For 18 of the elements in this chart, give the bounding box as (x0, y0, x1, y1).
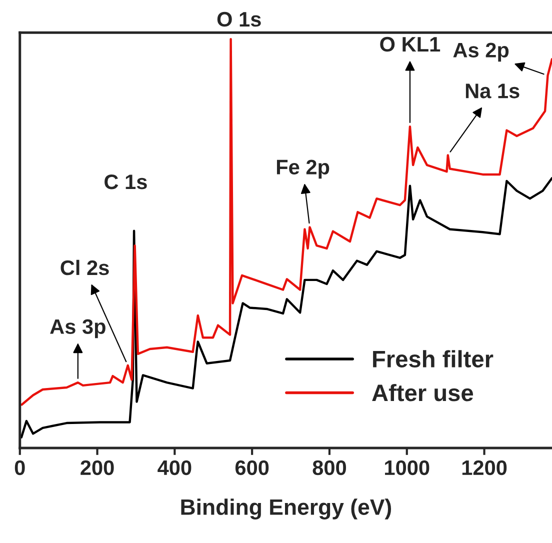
x-tick-label: 400 (158, 460, 192, 476)
annotation: O 1s (217, 12, 261, 27)
annotation: Fe 2p (276, 160, 330, 179)
x-axis-title: Binding Energy (eV) (181, 498, 392, 520)
annotation: As 3p (50, 319, 106, 338)
annotation: Cl 2s (60, 260, 109, 276)
annotation: O KL1 (380, 36, 440, 52)
x-tick-label: 800 (312, 460, 346, 476)
annotation: As 2p (453, 42, 509, 62)
x-tick-label: 1000 (385, 460, 430, 476)
x-tick-label: 200 (80, 460, 114, 476)
x-tick-label: 0 (14, 460, 25, 476)
annotation: C 1s (104, 174, 147, 190)
x-tick-label: 1200 (462, 460, 507, 476)
legend-label: Fresh filter (373, 350, 494, 368)
annotation: Na 1s (466, 84, 520, 98)
legend-label: After use (372, 384, 474, 402)
x-tick-label: 600 (235, 460, 269, 476)
